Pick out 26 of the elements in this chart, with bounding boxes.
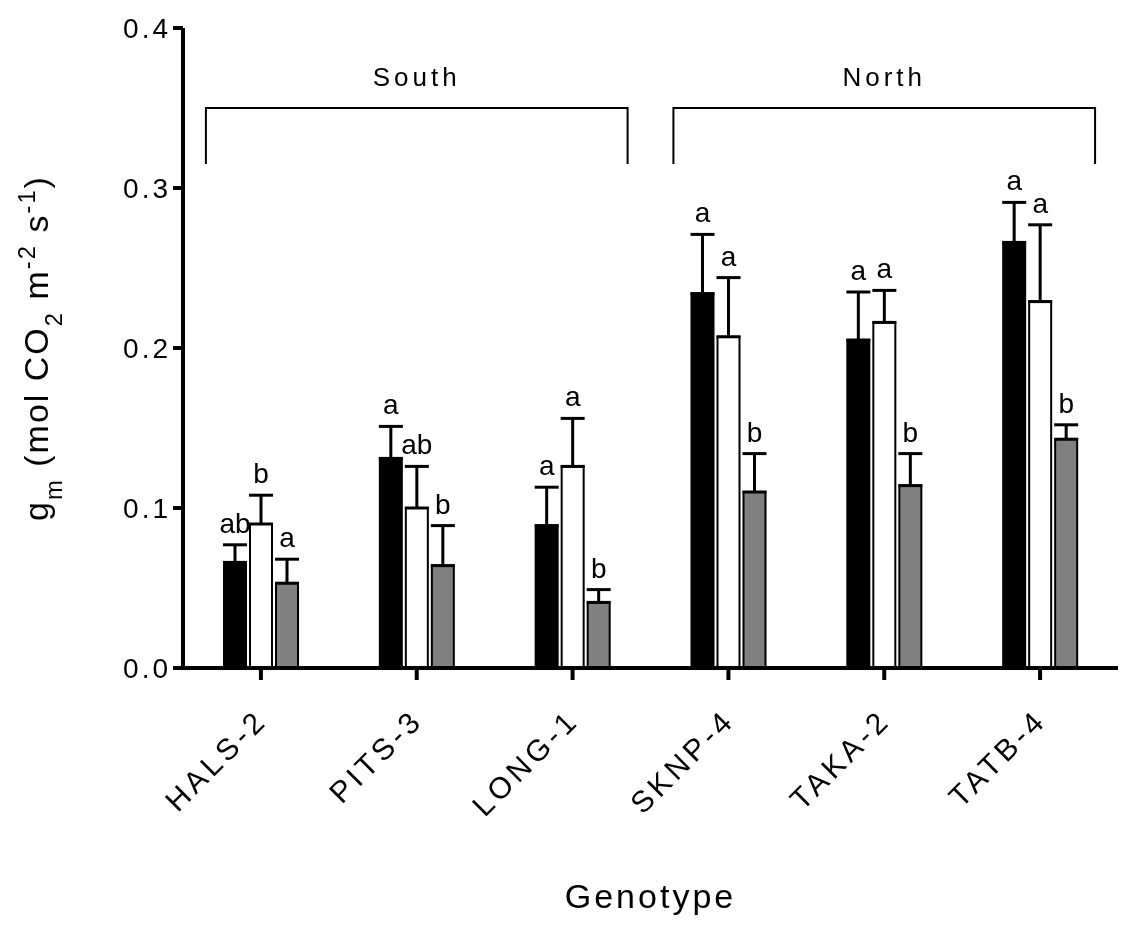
data-label: a bbox=[850, 255, 867, 286]
annotation: South bbox=[372, 62, 461, 92]
data-label: a bbox=[876, 253, 893, 285]
data-label: a bbox=[1006, 165, 1023, 197]
data-label: a bbox=[279, 522, 296, 554]
x-axis-title: Genotype bbox=[564, 877, 737, 915]
y-tick-label: 0.3 bbox=[123, 172, 171, 204]
data-label: a bbox=[564, 381, 581, 413]
data-label: b bbox=[746, 416, 763, 448]
y-tick-label: 0.1 bbox=[123, 492, 171, 524]
data-label: b bbox=[435, 488, 451, 520]
data-label: ab bbox=[219, 507, 251, 539]
data-label: a bbox=[1032, 187, 1049, 219]
data-label: b bbox=[590, 552, 607, 584]
data-label: b bbox=[253, 458, 269, 490]
data-label: a bbox=[538, 450, 555, 482]
data-label: b bbox=[902, 416, 919, 448]
y-tick-label: 0.4 bbox=[123, 12, 171, 44]
data-label: ab bbox=[401, 429, 433, 461]
annotation: North bbox=[842, 62, 927, 92]
data-label: a bbox=[694, 197, 711, 229]
data-label: a bbox=[720, 240, 737, 272]
y-tick-label: 0.0 bbox=[123, 652, 171, 684]
y-tick-label: 0.2 bbox=[123, 332, 171, 364]
data-label: a bbox=[383, 389, 400, 421]
data-label: b bbox=[1058, 387, 1074, 419]
